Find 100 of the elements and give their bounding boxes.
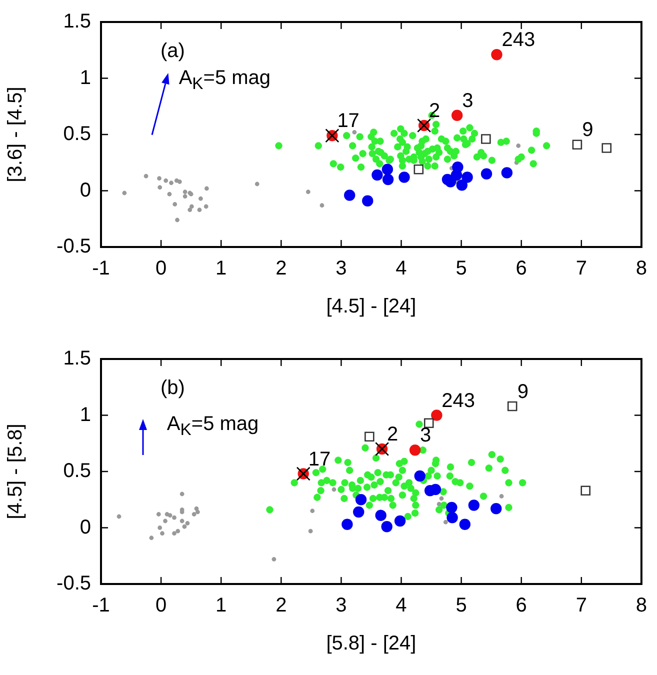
point [204, 186, 209, 191]
point [272, 557, 276, 562]
point [491, 49, 502, 60]
point [157, 176, 162, 181]
annotation: 3 [462, 90, 474, 112]
annotation: 2 [429, 100, 440, 122]
annotation: 17 [308, 448, 331, 470]
point [192, 512, 196, 516]
point [375, 510, 386, 521]
point [499, 494, 504, 498]
point [180, 492, 184, 496]
point [167, 192, 172, 196]
point [382, 164, 394, 175]
point [332, 487, 336, 492]
point [398, 172, 410, 183]
point [355, 494, 367, 506]
point [501, 167, 513, 178]
point [353, 506, 364, 518]
x-tick-label: 2 [276, 594, 287, 617]
point [169, 180, 174, 186]
x-tick-label: 5 [456, 594, 467, 617]
point [344, 190, 356, 201]
point [168, 513, 172, 518]
point [439, 496, 444, 501]
point [451, 110, 463, 121]
point [382, 174, 394, 186]
x-tick-label: 1 [216, 594, 227, 617]
point [372, 169, 383, 181]
point [172, 531, 176, 536]
x-tick-label: 8 [636, 594, 647, 617]
x-tick-label: 6 [516, 258, 527, 280]
point [480, 168, 492, 180]
point [197, 208, 202, 212]
point [158, 185, 162, 190]
point [580, 486, 590, 496]
point [462, 172, 473, 183]
point [185, 521, 190, 526]
point [172, 202, 178, 206]
annotation: A$_{K}$=5 mag [178, 67, 271, 94]
point [490, 503, 502, 514]
x-axis-title: [4.5] - [24] [326, 296, 416, 318]
point [254, 182, 260, 186]
y-tick-label: 1 [80, 66, 91, 89]
x-tick-label: 0 [155, 594, 167, 617]
x-tick-label: -1 [92, 594, 110, 617]
point [116, 514, 122, 519]
point [446, 502, 458, 514]
point [468, 500, 480, 511]
y-tick-label: -0.5 [56, 236, 91, 258]
x-tick-label: 3 [336, 258, 347, 280]
point [160, 531, 164, 536]
x-tick-label: 0 [155, 258, 167, 280]
annotation: 243 [502, 29, 536, 52]
point [175, 218, 180, 222]
y-tick-label: 0 [80, 516, 91, 538]
annotation: 9 [517, 380, 528, 403]
annotation: (b) [160, 377, 185, 400]
y-tick-label: -0.5 [56, 572, 91, 595]
point [306, 190, 310, 194]
y-tick-label: 0 [80, 179, 91, 202]
y-tick-label: 1.5 [63, 10, 91, 33]
point [507, 401, 518, 412]
point [352, 130, 357, 134]
point [188, 208, 192, 212]
point [342, 518, 353, 530]
point [456, 180, 468, 191]
point [164, 178, 168, 183]
annotation: 243 [442, 390, 476, 412]
y-axis-title: [4.5] - [5.8] [4, 424, 27, 520]
y-tick-label: 1 [80, 404, 91, 426]
x-tick-label: 7 [576, 258, 587, 280]
point [424, 418, 434, 428]
point [176, 528, 180, 534]
point [189, 204, 194, 209]
point [414, 164, 424, 174]
x-tick-label: 1 [216, 258, 227, 280]
x-tick-label: -1 [92, 258, 110, 280]
y-tick-label: 0.5 [63, 460, 91, 482]
point [180, 518, 184, 524]
point [364, 432, 374, 442]
y-tick-label: 0.5 [63, 123, 91, 146]
point [172, 515, 176, 520]
y-tick-label: 1.5 [63, 348, 91, 370]
annotation: 2 [387, 424, 398, 446]
point [459, 518, 470, 530]
annotation: (a) [160, 40, 185, 62]
point [308, 528, 313, 534]
annotation: 3 [420, 424, 432, 447]
x-tick-label: 4 [396, 594, 407, 617]
point [177, 180, 182, 184]
point [602, 143, 612, 153]
x-tick-label: 3 [336, 594, 347, 617]
point [156, 512, 161, 516]
point [310, 508, 315, 514]
x-tick-label: 4 [396, 258, 407, 280]
point [394, 515, 406, 527]
annotation: 9 [582, 119, 594, 142]
x-tick-label: 2 [276, 258, 287, 280]
point [446, 512, 458, 524]
point [198, 196, 203, 201]
